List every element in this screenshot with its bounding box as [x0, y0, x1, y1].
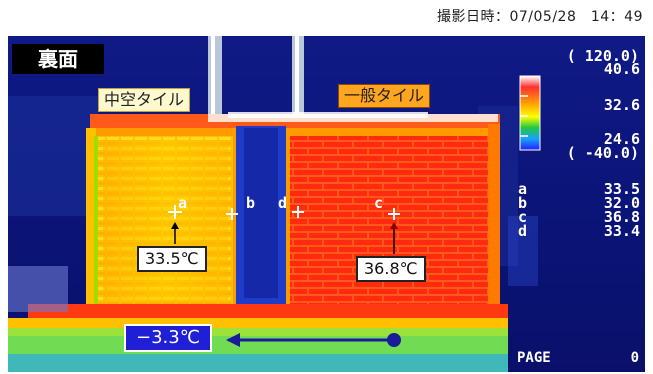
page-indicator: PAGE 0: [517, 351, 639, 365]
readout-name: b: [518, 194, 528, 212]
readout-value: 33.5: [603, 180, 640, 198]
normal-tile-label: 一般タイル: [338, 84, 431, 108]
scale-range-min: ( -40.0): [566, 144, 639, 162]
marker-c-letter: c: [374, 194, 384, 212]
back-side-label: 裏面: [12, 44, 104, 74]
scale-max-value: 40.6: [603, 60, 640, 78]
scale-low-value: 24.6: [603, 130, 640, 148]
readout-row-a: a 33.5: [518, 182, 640, 197]
readout-name: c: [518, 208, 528, 226]
readout-row-c: c 36.8: [518, 210, 640, 225]
readout-value: 33.4: [603, 222, 640, 240]
marker-a-letter: a: [178, 194, 188, 212]
readout-name: a: [518, 180, 528, 198]
readout-value: 36.8: [603, 208, 640, 226]
temperature-bottom-box: −3.3℃: [124, 324, 212, 352]
scale-range-max: ( 120.0): [566, 47, 639, 65]
page-number: 0: [630, 350, 639, 366]
readout-row-b: b 32.0: [518, 196, 640, 211]
page-label-text: PAGE: [517, 350, 551, 366]
temperature-a-box: 33.5℃: [137, 246, 207, 272]
temperature-c-box: 36.8℃: [356, 256, 426, 282]
scale-mid-value: 32.6: [603, 96, 640, 114]
readout-name: d: [518, 222, 528, 240]
marker-b-letter: b: [246, 194, 256, 212]
readout-value: 32.0: [603, 194, 640, 212]
marker-d-letter: d: [278, 194, 288, 212]
hollow-tile-label: 中空タイル: [98, 88, 191, 112]
readout-row-d: d 33.4: [518, 224, 640, 239]
capture-timestamp: 撮影日時：07/05/28 14：49: [436, 9, 643, 25]
